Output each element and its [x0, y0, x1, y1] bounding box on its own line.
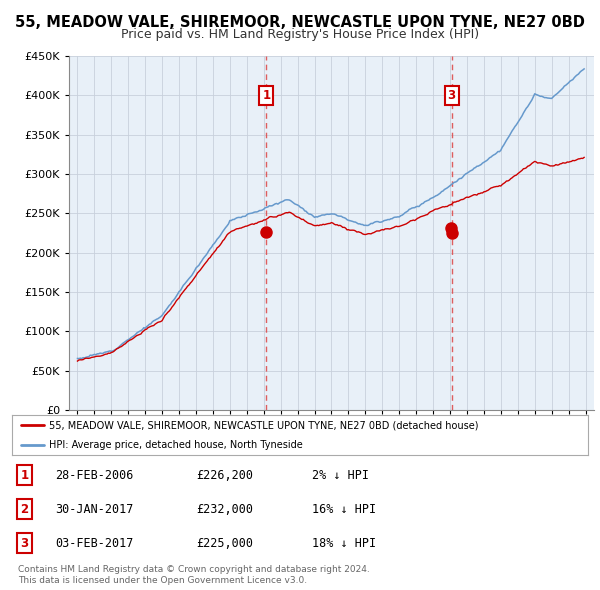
Text: 2: 2 — [20, 503, 29, 516]
Text: 28-FEB-2006: 28-FEB-2006 — [55, 468, 134, 481]
Text: 30-JAN-2017: 30-JAN-2017 — [55, 503, 134, 516]
Text: 2% ↓ HPI: 2% ↓ HPI — [311, 468, 368, 481]
Text: This data is licensed under the Open Government Licence v3.0.: This data is licensed under the Open Gov… — [18, 576, 307, 585]
Text: HPI: Average price, detached house, North Tyneside: HPI: Average price, detached house, Nort… — [49, 441, 303, 450]
Text: £232,000: £232,000 — [196, 503, 253, 516]
Text: 03-FEB-2017: 03-FEB-2017 — [55, 537, 134, 550]
Text: Price paid vs. HM Land Registry's House Price Index (HPI): Price paid vs. HM Land Registry's House … — [121, 28, 479, 41]
Text: £226,200: £226,200 — [196, 468, 253, 481]
Text: Contains HM Land Registry data © Crown copyright and database right 2024.: Contains HM Land Registry data © Crown c… — [18, 565, 370, 574]
Text: 1: 1 — [20, 468, 29, 481]
Text: 3: 3 — [448, 89, 455, 102]
Text: 55, MEADOW VALE, SHIREMOOR, NEWCASTLE UPON TYNE, NE27 0BD: 55, MEADOW VALE, SHIREMOOR, NEWCASTLE UP… — [15, 15, 585, 30]
Text: 3: 3 — [20, 537, 29, 550]
Text: 18% ↓ HPI: 18% ↓ HPI — [311, 537, 376, 550]
Text: 55, MEADOW VALE, SHIREMOOR, NEWCASTLE UPON TYNE, NE27 0BD (detached house): 55, MEADOW VALE, SHIREMOOR, NEWCASTLE UP… — [49, 421, 479, 430]
Text: 1: 1 — [262, 89, 271, 102]
Text: 16% ↓ HPI: 16% ↓ HPI — [311, 503, 376, 516]
Text: £225,000: £225,000 — [196, 537, 253, 550]
